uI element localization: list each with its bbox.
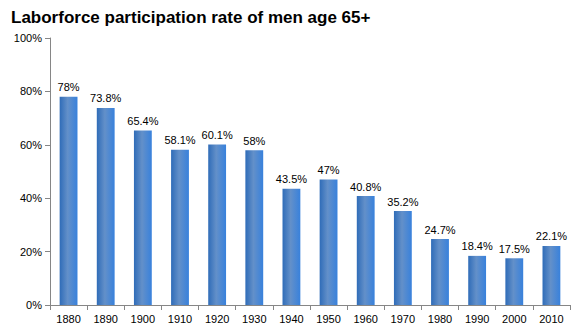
svg-text:78%: 78% [58,81,80,93]
svg-text:100%: 100% [14,32,42,44]
svg-text:1990: 1990 [465,313,489,325]
svg-text:17.5%: 17.5% [499,243,530,255]
svg-text:1890: 1890 [93,313,117,325]
svg-text:1880: 1880 [56,313,80,325]
svg-text:0%: 0% [26,299,42,311]
svg-text:58%: 58% [243,135,265,147]
svg-text:40.8%: 40.8% [350,181,381,193]
svg-text:Laborforce participation rate: Laborforce participation rate of men age… [11,8,371,27]
svg-text:20%: 20% [20,246,42,258]
svg-text:1920: 1920 [205,313,229,325]
svg-text:1970: 1970 [391,313,415,325]
svg-text:58.1%: 58.1% [164,134,195,146]
svg-text:60%: 60% [20,139,42,151]
svg-text:1940: 1940 [279,313,303,325]
svg-text:2000: 2000 [502,313,526,325]
svg-text:2010: 2010 [539,313,563,325]
svg-text:73.8%: 73.8% [90,92,121,104]
svg-text:1980: 1980 [428,313,452,325]
svg-text:1900: 1900 [131,313,155,325]
svg-text:65.4%: 65.4% [127,115,158,127]
svg-text:22.1%: 22.1% [536,230,567,242]
svg-text:1960: 1960 [353,313,377,325]
svg-text:24.7%: 24.7% [424,224,455,236]
svg-text:35.2%: 35.2% [387,196,418,208]
svg-text:60.1%: 60.1% [202,129,233,141]
svg-text:40%: 40% [20,192,42,204]
svg-text:43.5%: 43.5% [276,173,307,185]
svg-text:1930: 1930 [242,313,266,325]
svg-text:18.4%: 18.4% [462,240,493,252]
svg-text:1950: 1950 [316,313,340,325]
svg-text:47%: 47% [318,164,340,176]
svg-text:1910: 1910 [168,313,192,325]
svg-text:80%: 80% [20,85,42,97]
